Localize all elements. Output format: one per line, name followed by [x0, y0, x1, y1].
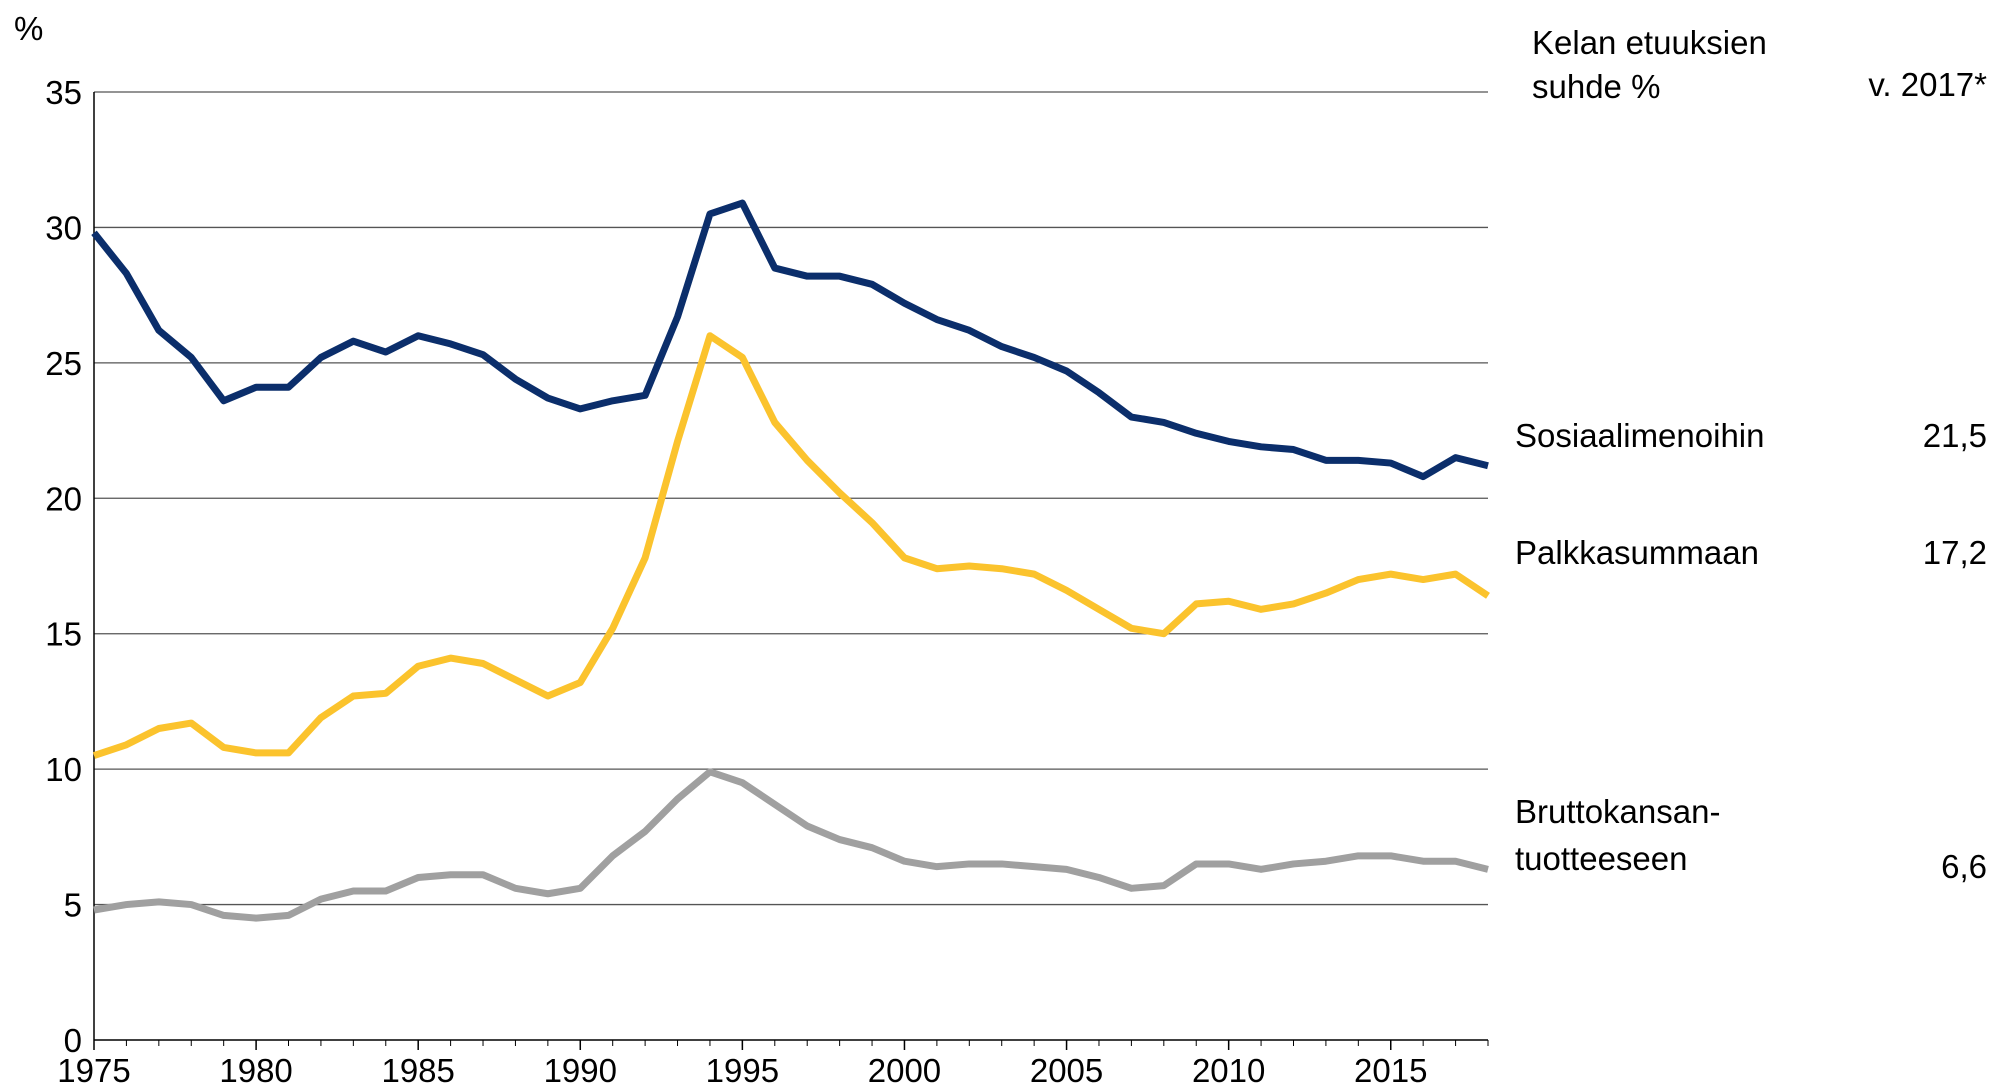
y-tick-label: 15: [45, 616, 82, 653]
y-tick-label: 25: [45, 345, 82, 382]
x-tick-label: 1985: [381, 1052, 454, 1088]
x-tick-label: 2015: [1354, 1052, 1427, 1088]
x-tick-label: 2010: [1192, 1052, 1265, 1088]
y-tick-label: 30: [45, 209, 82, 246]
y-tick-label: 35: [45, 74, 82, 111]
x-tick-label: 1995: [706, 1052, 779, 1088]
series-label: Palkkasummaan: [1515, 534, 1759, 571]
y-axis-label: %: [14, 10, 43, 47]
x-tick-label: 2005: [1030, 1052, 1103, 1088]
y-tick-label: 0: [64, 1022, 82, 1059]
value-column-title: v. 2017*: [1868, 66, 1987, 103]
y-tick-label: 20: [45, 480, 82, 517]
series-note: 17,2: [1923, 534, 1987, 571]
series-label: Sosiaalimenoihin: [1515, 417, 1764, 454]
series-line: [92, 332, 1490, 759]
y-tick-label: 5: [64, 887, 82, 924]
series-note: 6,6: [1941, 848, 1987, 885]
x-tick-label: 2000: [868, 1052, 941, 1088]
x-tick-label: 1975: [57, 1052, 130, 1088]
series-label: Bruttokansan-tuotteeseen: [1515, 793, 1720, 877]
x-tick-label: 1990: [544, 1052, 617, 1088]
y-tick-label: 10: [45, 751, 82, 788]
x-tick-label: 1980: [219, 1052, 292, 1088]
series-line: [93, 768, 1489, 922]
legend-title: Kelan etuuksien suhde %: [1532, 24, 1767, 105]
series-note: 21,5: [1923, 417, 1987, 454]
series-line: [91, 199, 1489, 481]
